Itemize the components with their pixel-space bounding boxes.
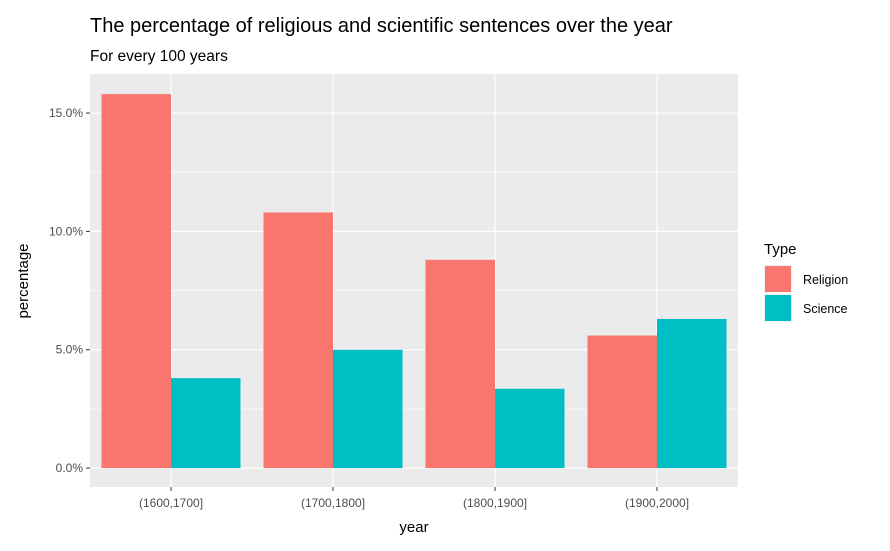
y-axis-title: percentage — [15, 243, 32, 318]
legend-items: Religion Science — [764, 265, 848, 322]
bar-religion-1 — [101, 94, 171, 469]
legend-swatch-science — [765, 295, 791, 321]
x-tick-label: (1700,1800] — [301, 496, 365, 510]
bar-science-2 — [333, 349, 403, 469]
bar-religion-4 — [587, 335, 657, 469]
y-tick-label: 15.0% — [49, 106, 83, 120]
bar-science-3 — [495, 388, 565, 469]
legend-label-science: Science — [803, 302, 848, 316]
legend: Type Religion Science — [764, 241, 848, 322]
bar-religion-2 — [263, 212, 333, 469]
x-axis-title: year — [399, 519, 428, 536]
y-tick-label: 0.0% — [56, 461, 84, 475]
x-tick-label: (1900,2000] — [625, 496, 689, 510]
legend-title: Type — [764, 241, 797, 258]
x-axis-ticks: (1600,1700] (1700,1800] (1800,1900] (1900,2… — [139, 487, 689, 510]
y-tick-label: 5.0% — [56, 343, 84, 357]
bar-religion-3 — [425, 259, 495, 469]
legend-swatch-religion — [765, 266, 791, 292]
x-tick-label: (1800,1900] — [463, 496, 527, 510]
chart-subtitle: For every 100 years — [90, 48, 228, 65]
x-tick-label: (1600,1700] — [139, 496, 203, 510]
y-axis-ticks: 0.0% 5.0% 10.0% 15.0% — [49, 106, 90, 475]
legend-label-religion: Religion — [803, 273, 848, 287]
bar-science-4 — [657, 318, 727, 469]
bar-science-1 — [171, 378, 241, 469]
y-tick-label: 10.0% — [49, 224, 83, 238]
bars — [101, 94, 727, 469]
chart-title: The percentage of religious and scientif… — [90, 15, 673, 37]
